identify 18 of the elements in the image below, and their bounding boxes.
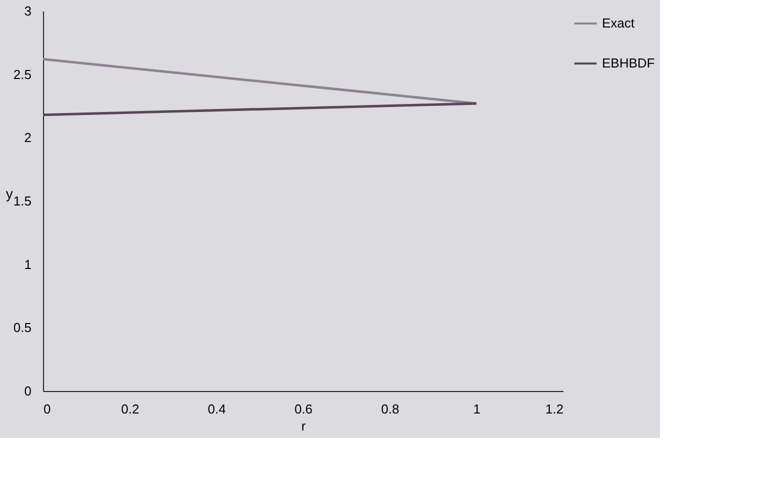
y-tick-label: 0.5 <box>13 320 32 336</box>
y-axis-title: y <box>6 186 13 202</box>
y-tick-label: 3 <box>24 4 32 18</box>
y-tick-label: 1 <box>24 256 32 272</box>
y-tick-label: 0 <box>24 384 32 398</box>
x-tick-label: 0.4 <box>208 402 226 416</box>
x-tick-label: 0.8 <box>381 402 400 416</box>
legend-label: EBHBDF <box>602 56 655 70</box>
x-tick-label: 0.6 <box>294 402 313 416</box>
legend-label: Exact <box>602 16 635 30</box>
x-tick-label: 0 <box>44 402 51 416</box>
x-tick-label: 1.2 <box>545 402 564 416</box>
y-tick-label: 2.5 <box>13 66 32 82</box>
x-tick-label: 0.2 <box>121 402 140 416</box>
y-tick-label: 2 <box>24 130 32 146</box>
x-tick-label: 1 <box>473 402 480 416</box>
y-tick-label: 1.5 <box>13 194 32 208</box>
x-axis-title: r <box>301 418 306 434</box>
